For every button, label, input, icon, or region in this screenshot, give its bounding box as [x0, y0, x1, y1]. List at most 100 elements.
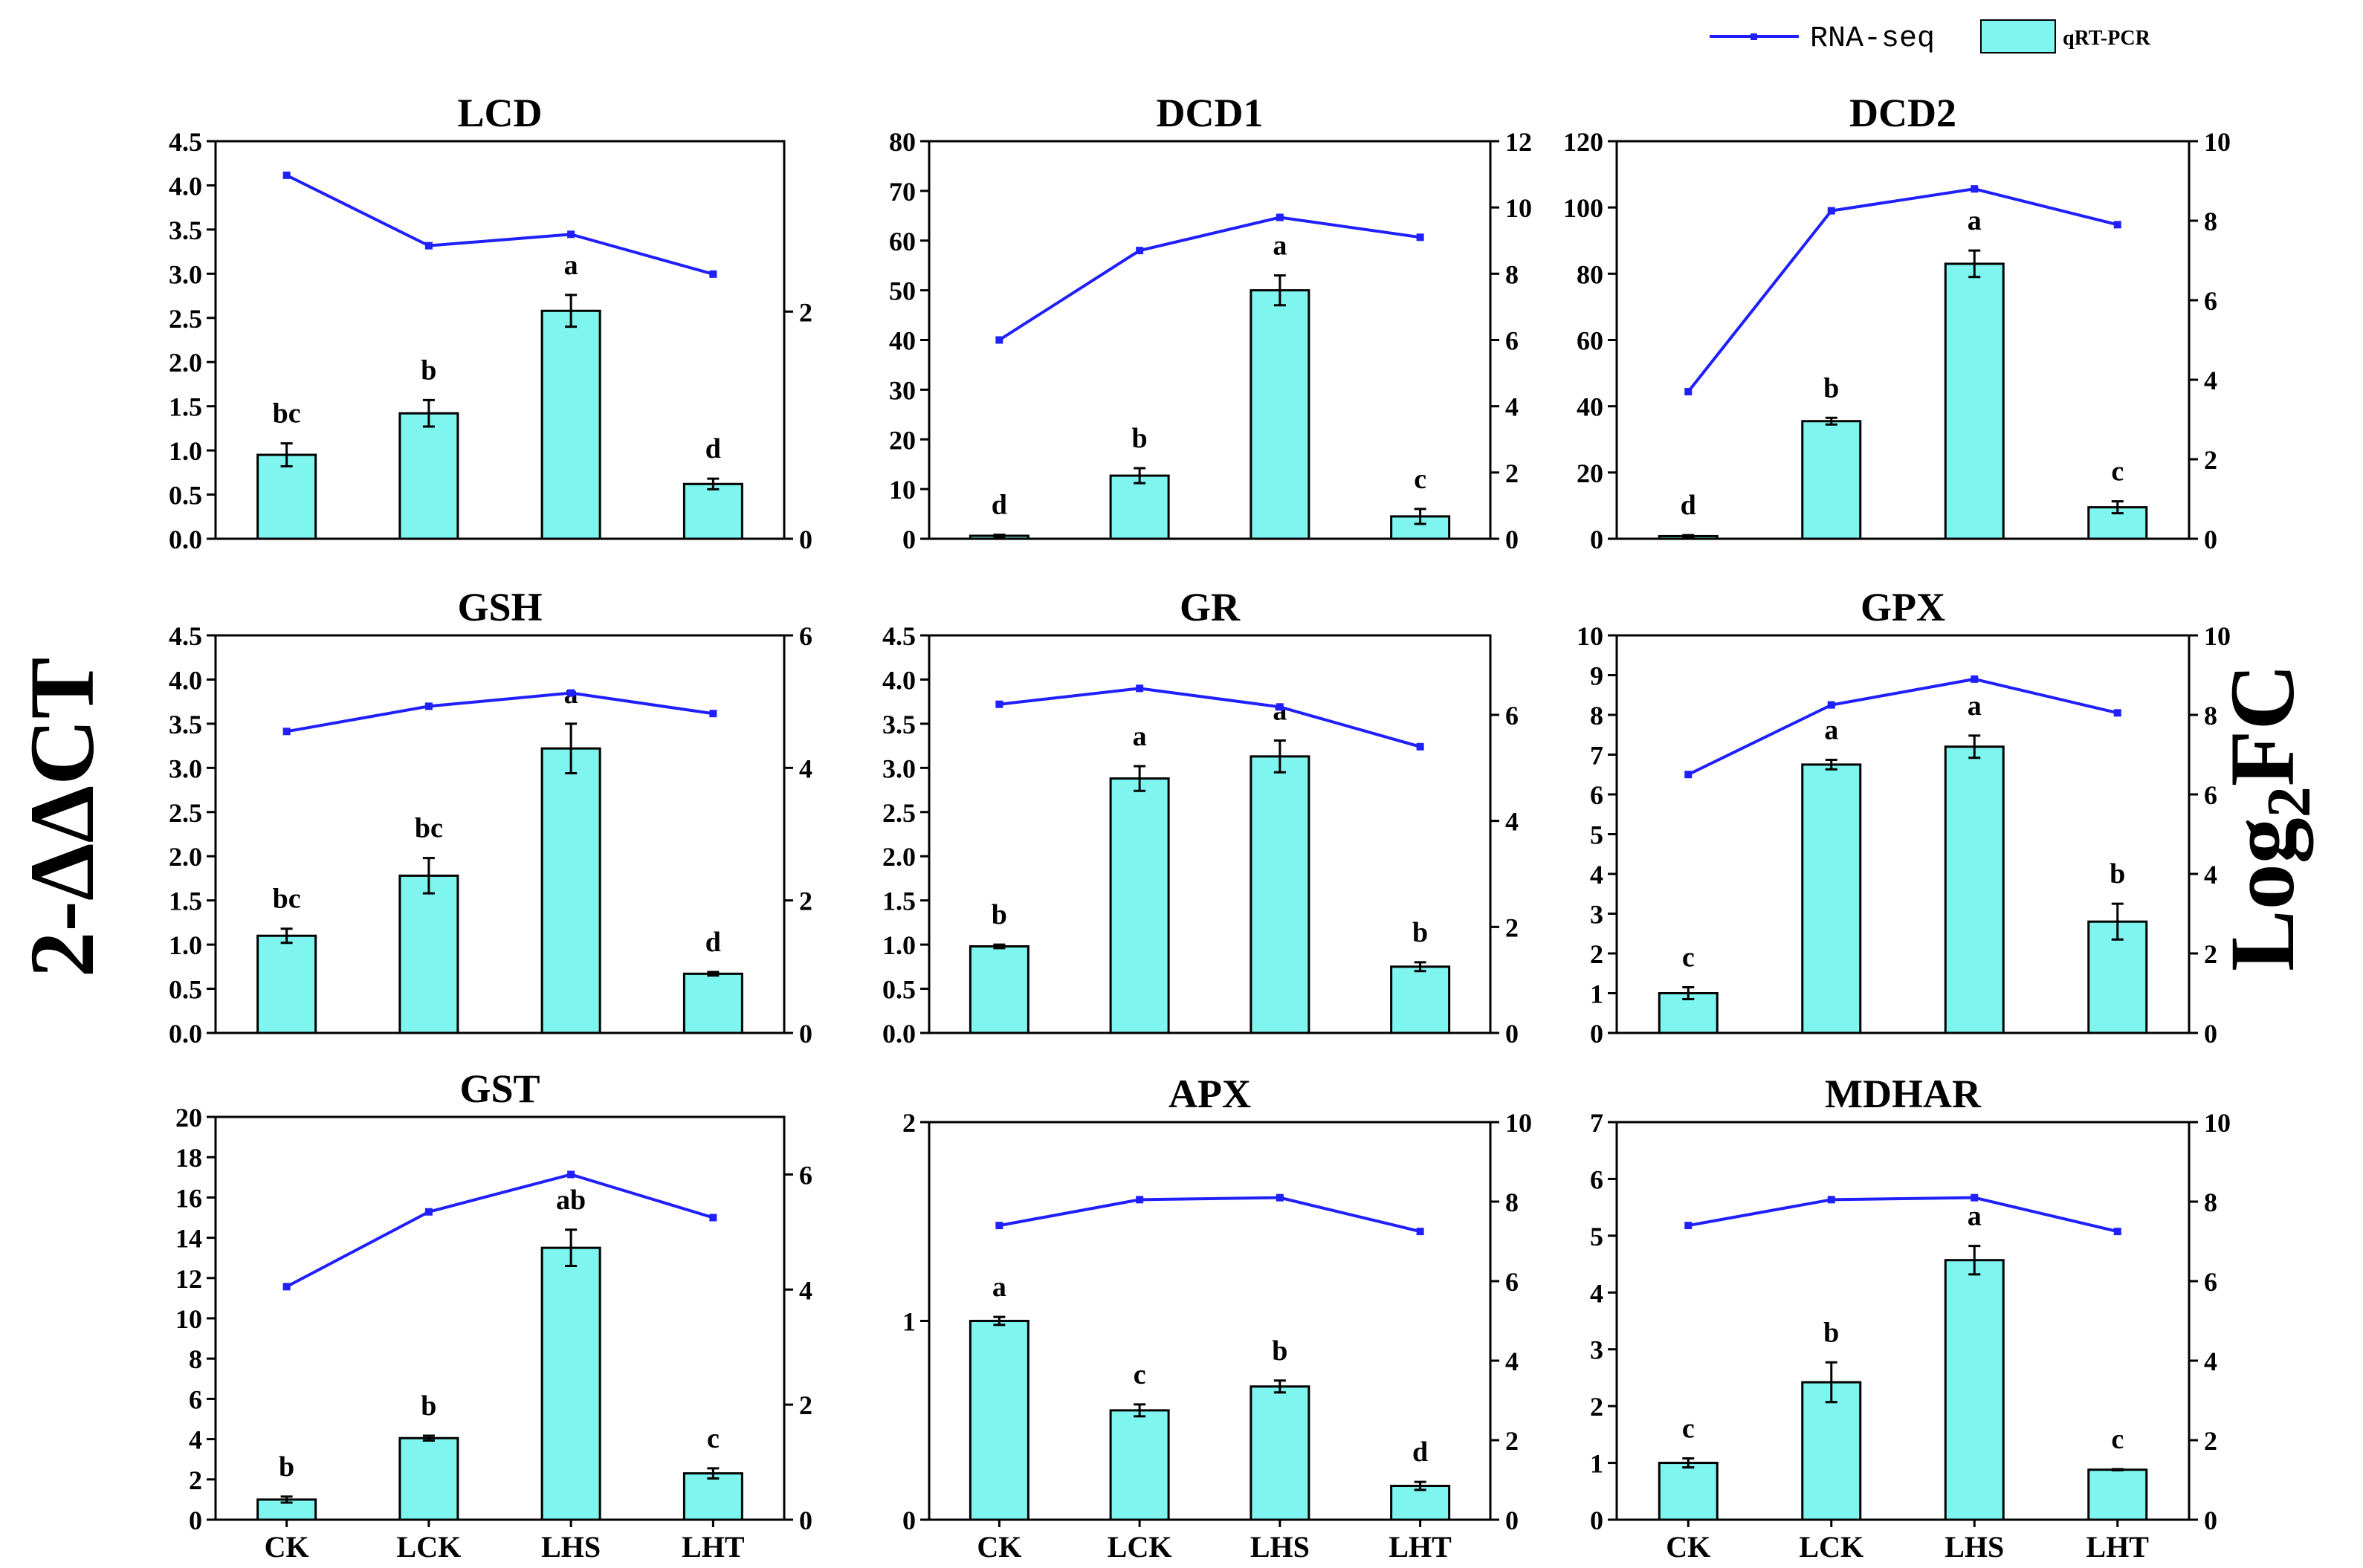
significance-label: bc [273, 884, 301, 915]
rna-seq-point [424, 702, 433, 710]
y2-tick-label: 4 [2204, 1347, 2217, 1376]
right-y-axis-label-tail: FC [2211, 664, 2313, 786]
y-tick-label: 8 [189, 1344, 202, 1374]
y-tick-label: 18 [175, 1143, 202, 1173]
y-tick-label: 7 [1590, 1108, 1603, 1138]
y2-tick-label: 6 [799, 621, 812, 651]
rna-seq-point [1136, 1196, 1144, 1204]
y2-tick-label: 2 [1505, 459, 1519, 488]
y-tick-label: 1 [1590, 1449, 1603, 1479]
rna-seq-point [1827, 1196, 1835, 1204]
y-tick-label: 100 [1563, 193, 1603, 223]
y-tick-label: 7 [1590, 741, 1603, 771]
significance-label: b [1823, 1317, 1839, 1348]
x-tick-label: LHT [682, 1530, 745, 1564]
y-tick-label: 1 [1590, 979, 1603, 1009]
bar-lck [1109, 1409, 1170, 1521]
significance-label: c [2111, 456, 2124, 487]
y-tick-label: 8 [1590, 701, 1603, 730]
significance-label: bc [415, 813, 443, 844]
bar-ck [969, 1320, 1029, 1521]
chart-title: MDHAR [1825, 1072, 1982, 1116]
rna-seq-point [567, 230, 575, 239]
y-tick-label: 80 [889, 127, 916, 157]
y2-tick-label: 6 [2204, 1267, 2217, 1297]
y-tick-label: 4 [1590, 1278, 1603, 1308]
significance-label: b [421, 1390, 436, 1422]
y-tick-label: 10 [889, 475, 916, 505]
plot-frame [928, 140, 1492, 540]
significance-label: c [1414, 464, 1426, 495]
y2-tick-label: 4 [1505, 392, 1519, 422]
y2-tick-label: 6 [2204, 780, 2217, 810]
y2-tick-label: 10 [1505, 1108, 1532, 1138]
rna-seq-line [999, 687, 1421, 748]
y-tick-label: 14 [175, 1224, 202, 1254]
y-tick-label: 0.5 [169, 481, 202, 511]
legend-line-marker [1751, 33, 1757, 40]
y-tick-label: 3.0 [882, 754, 916, 783]
chart-gst: b b ab c 0 2 4 6 8 10 12 14 16 18 20 0 2 4 6 GST CK LCK LHS LHT [175, 1066, 812, 1564]
rna-seq-point [1276, 1193, 1284, 1202]
rna-seq-point [1827, 701, 1835, 709]
y-tick-label: 4 [1590, 860, 1603, 890]
bar-lht [1390, 965, 1451, 1034]
significance-label: a [992, 1271, 1006, 1303]
y2-tick-label: 2 [1505, 1426, 1519, 1456]
rna-seq-point [1136, 684, 1144, 693]
y-tick-label: 2.0 [169, 348, 202, 378]
rna-seq-point [1684, 771, 1693, 779]
y2-tick-label: 0 [1505, 1019, 1519, 1049]
y-tick-label: 16 [175, 1183, 202, 1213]
y2-tick-label: 0 [2204, 1506, 2217, 1535]
significance-label: b [992, 899, 1007, 930]
y-tick-label: 0.5 [882, 975, 916, 1005]
y2-tick-label: 2 [2204, 445, 2217, 475]
significance-label: a [1273, 230, 1287, 262]
x-tick-label: CK [1666, 1530, 1710, 1564]
significance-label: d [992, 490, 1007, 521]
left-y-axis-label: 2-ΔΔCT [11, 657, 113, 977]
y-tick-label: 9 [1590, 661, 1603, 691]
y2-tick-label: 8 [2204, 1188, 2217, 1217]
rna-seq-point [424, 242, 433, 250]
y2-tick-label: 6 [799, 1160, 812, 1190]
y-tick-label: 40 [889, 326, 916, 356]
y-tick-label: 12 [175, 1264, 202, 1294]
y2-tick-label: 4 [799, 754, 812, 783]
x-tick-label: LHT [1389, 1530, 1452, 1564]
y2-tick-label: 4 [1505, 807, 1519, 837]
bar-lhs [540, 309, 601, 540]
y-tick-label: 20 [1577, 459, 1603, 488]
x-tick-label: CK [977, 1530, 1021, 1564]
y-tick-label: 1.5 [169, 887, 202, 916]
significance-label: a [1968, 205, 1982, 236]
y-tick-label: 1.0 [169, 930, 202, 960]
rna-seq-point [995, 700, 1003, 708]
bar-lht [682, 972, 743, 1034]
rna-seq-point [1416, 1228, 1424, 1236]
significance-label: d [705, 433, 721, 464]
bar-lck [1109, 777, 1170, 1034]
chart-title: DCD2 [1849, 91, 1956, 135]
y-tick-label: 70 [889, 177, 916, 207]
rna-seq-point [567, 689, 575, 697]
y-tick-label: 0.0 [882, 1019, 916, 1049]
right-y-axis-label: Log2FC [2211, 664, 2324, 971]
significance-label: a [564, 250, 578, 281]
bar-lhs [1944, 1259, 2005, 1521]
y2-tick-label: 4 [799, 1275, 812, 1305]
bar-lck [398, 874, 459, 1034]
y-tick-label: 3.0 [169, 259, 202, 289]
y2-tick-label: 0 [799, 525, 812, 554]
bar-lhs [1250, 755, 1310, 1034]
y-tick-label: 3.5 [169, 216, 202, 245]
y2-tick-label: 10 [1505, 193, 1532, 223]
y-tick-label: 4.5 [882, 621, 916, 651]
chart-title: DCD1 [1157, 91, 1264, 135]
y-tick-label: 4.0 [169, 171, 202, 201]
y-tick-label: 4 [189, 1425, 202, 1455]
y2-tick-label: 4 [1505, 1347, 1519, 1376]
rna-seq-point [1684, 1222, 1693, 1230]
rna-seq-point [2113, 221, 2121, 229]
